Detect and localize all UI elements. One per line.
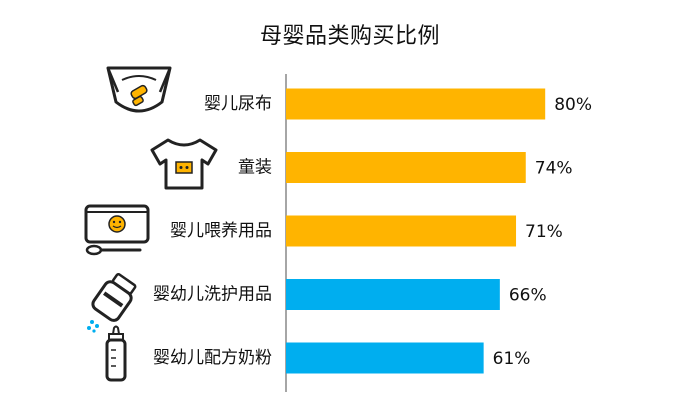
bar-1 [286, 88, 546, 120]
bar-2 [286, 152, 526, 183]
value-label-3: 71% [525, 222, 563, 242]
category-label-4: 婴幼儿洗护用品 [153, 285, 272, 305]
bar-4 [286, 279, 500, 310]
bar-5 [286, 342, 484, 374]
category-label-2: 童装 [238, 158, 272, 178]
bar-3 [286, 215, 517, 247]
category-label-1: 婴儿尿布 [204, 94, 272, 114]
baby-bottle-icon [105, 325, 127, 382]
lotion-bottle-icon [87, 272, 137, 333]
category-label-3: 婴儿喂养用品 [170, 221, 272, 241]
category-label-5: 婴幼儿配方奶粉 [153, 348, 272, 368]
value-label-4: 66% [509, 286, 547, 306]
diaper-icon [106, 66, 172, 113]
value-label-5: 61% [493, 349, 531, 369]
feeding-bowl-icon [84, 204, 150, 256]
chart-title: 母婴品类购买比例 [259, 24, 440, 49]
value-label-1: 80% [554, 95, 592, 115]
value-label-2: 74% [535, 159, 573, 179]
onesie-icon [150, 138, 218, 190]
